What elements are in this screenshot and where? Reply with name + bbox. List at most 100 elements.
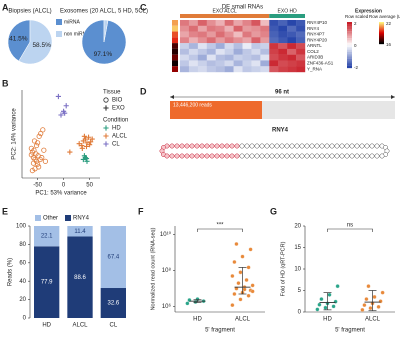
- nucleotide: [229, 143, 235, 149]
- heatmap-cell: [296, 60, 306, 67]
- legend-label: Row average (Log2): [369, 14, 400, 19]
- heatmap-cell: [215, 66, 225, 73]
- colorbar-step: [347, 28, 352, 32]
- colorbar-step: [347, 31, 352, 34]
- heatmap-cell: [287, 43, 297, 50]
- heatmap-cell: [215, 20, 225, 26]
- y-tick-label: 80: [19, 242, 26, 248]
- colorbar-step: [379, 42, 384, 45]
- nucleotide: [299, 153, 305, 159]
- nucleotide: [234, 153, 240, 159]
- y-axis-label: Fold of HD (qRT-PCR): [280, 241, 286, 296]
- rna-structure: [159, 143, 390, 159]
- heatmap-cell: [233, 31, 243, 38]
- panel-label: G: [270, 206, 277, 216]
- row-average-cell: [172, 37, 178, 44]
- row-label: RNY4P20: [307, 37, 328, 42]
- row-label: ARID3B: [307, 55, 323, 60]
- heatmap-cell: [197, 37, 207, 44]
- nucleotide: [204, 153, 210, 159]
- heatmap-cell: [287, 54, 297, 61]
- y-tick-label: 10⁸: [162, 267, 172, 274]
- heatmap-cell: [269, 66, 279, 73]
- scatter-point: [79, 145, 85, 151]
- legend-label: EXO: [112, 106, 125, 112]
- heatmap-cell: [180, 31, 190, 38]
- legend-marker: [103, 141, 109, 147]
- scatter-point: [67, 149, 73, 155]
- heatmap-cell: [224, 66, 234, 73]
- heatmap-cell: [260, 66, 270, 73]
- pie-title: Exosomes (20 ALCL, 5 HD, 5CL): [60, 9, 148, 15]
- nucleotide: [329, 143, 335, 149]
- significance-label: ***: [216, 223, 224, 229]
- scatter-point: [58, 112, 64, 118]
- scatter-point: [81, 153, 87, 159]
- y-tick-label: 100: [16, 224, 27, 230]
- nucleotide: [244, 143, 250, 149]
- colorbar-step: [347, 61, 352, 64]
- scatter-point: [55, 93, 61, 100]
- heatmap-cell: [233, 43, 243, 50]
- x-tick-label: ALCL: [365, 317, 381, 323]
- data-point: [364, 297, 369, 302]
- heatmap-cell: [233, 37, 243, 44]
- heatmap-cell: [278, 31, 288, 38]
- data-point: [327, 292, 332, 297]
- y-tick-label: 15: [294, 245, 301, 251]
- row-average-cell: [172, 20, 178, 26]
- heatmap-cell: [188, 25, 199, 32]
- panel-label: A: [2, 2, 9, 12]
- colorbar-step: [347, 40, 352, 43]
- pie-slice: [7, 19, 31, 62]
- nucleotide: [219, 153, 225, 159]
- data-point: [372, 294, 377, 300]
- heatmap-cell: [287, 60, 297, 67]
- data-point: [232, 291, 237, 297]
- bar-value-label: 22.1: [41, 234, 53, 240]
- panel-label: B: [2, 78, 9, 88]
- heatmap-title: DE small RNAs: [222, 5, 263, 11]
- heatmap-cell: [242, 48, 252, 55]
- data-point: [366, 284, 371, 289]
- nucleotide: [289, 153, 295, 159]
- heatmap-cell: [251, 20, 261, 26]
- heatmap-cell: [224, 60, 234, 67]
- heatmap-cell: [278, 60, 288, 67]
- nucleotide: [204, 143, 210, 149]
- scatter-point: [36, 133, 42, 139]
- row-label: ZNF436-AS1: [307, 61, 334, 66]
- legend-marker: [103, 125, 109, 131]
- nucleotide: [319, 143, 325, 149]
- colorbar-step: [347, 24, 352, 27]
- nucleotide: [364, 153, 370, 159]
- length-label: 96 nt: [275, 90, 289, 96]
- colorbar-step: [379, 39, 384, 41]
- colorbar-step: [347, 51, 352, 55]
- heatmap-cell: [188, 43, 199, 50]
- colorbar-step: [379, 40, 384, 42]
- nucleotide: [284, 143, 290, 149]
- heatmap-cell: [206, 31, 216, 38]
- heatmap-cell: [278, 66, 288, 73]
- heatmap-cell: [188, 31, 199, 38]
- heatmap-cell: [251, 60, 261, 67]
- nucleotide: [179, 153, 185, 159]
- heatmap-cell: [206, 54, 216, 61]
- heatmap-cell: [197, 54, 207, 61]
- colorbar-tick-label: 2: [354, 21, 357, 26]
- heatmap-cell: [188, 37, 199, 44]
- colorbar-step: [379, 36, 384, 38]
- y-tick-label: 60: [19, 260, 26, 266]
- data-point: [230, 303, 235, 308]
- heatmap-cell: [269, 54, 279, 61]
- heatmap-cell: [287, 37, 297, 44]
- structure-name: RNY4: [272, 128, 289, 134]
- heatmap-cell: [197, 31, 207, 38]
- heatmap-cell: [224, 31, 234, 38]
- colorbar-step: [347, 22, 352, 25]
- nucleotide: [274, 153, 280, 159]
- group-label: EXO ALCL: [213, 8, 237, 14]
- coverage-fragment: [170, 101, 262, 119]
- nucleotide: [379, 153, 385, 159]
